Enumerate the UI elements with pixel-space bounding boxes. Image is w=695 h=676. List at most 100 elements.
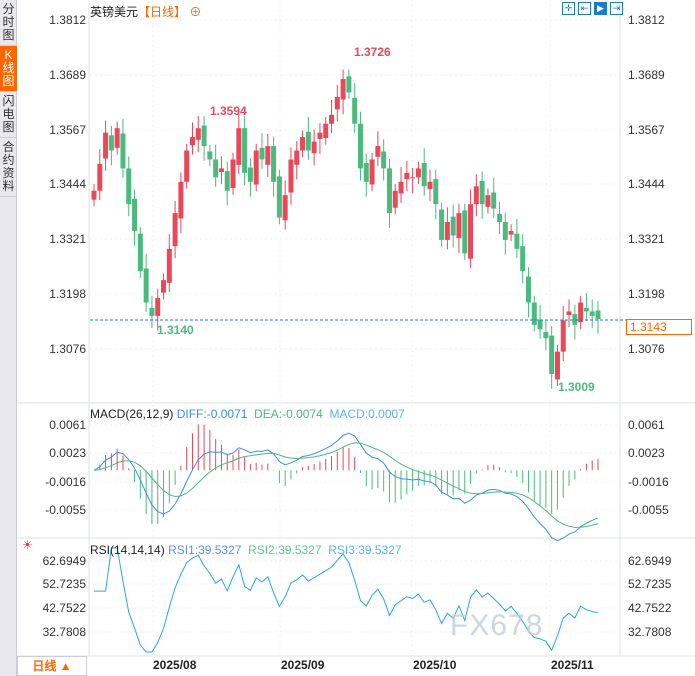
candle-body <box>213 159 219 178</box>
axis-tick-label: 32.7808 <box>42 625 86 639</box>
candle-body <box>288 159 294 193</box>
candle-body <box>560 320 566 352</box>
crosshair-icon[interactable]: ✛ <box>562 2 575 15</box>
chart-axis-icon[interactable]: ▶ <box>594 2 607 15</box>
axis-tick-label: 0.0061 <box>628 418 665 432</box>
axis-tick-label: 1.3689 <box>628 68 665 82</box>
candle-body <box>311 141 317 154</box>
macd-header: MACD(26,12,9) DIFF:-0.0071 DEA:-0.0074 M… <box>90 407 405 421</box>
candle-body <box>218 168 224 172</box>
axis-tick-label: 1.3567 <box>49 123 86 137</box>
period-selector[interactable]: 日线 ▲ <box>17 656 87 676</box>
candle-body <box>508 230 514 235</box>
sidebar-item-contract[interactable]: 合约资料 <box>0 138 17 197</box>
axis-tick-label: 0.0023 <box>628 446 665 460</box>
diff-line <box>93 432 599 542</box>
candle-body <box>317 132 323 139</box>
x-axis-label: 2025/08 <box>153 658 197 672</box>
candle-body <box>398 181 404 194</box>
scroll-right-icon[interactable]: ⇥ <box>610 2 623 15</box>
macd-diff: DIFF:-0.0071 <box>176 407 248 421</box>
candle-body <box>572 314 578 325</box>
candle-body <box>305 131 311 151</box>
axis-tick-label: 1.3198 <box>49 287 86 301</box>
sidebar-item-flash[interactable]: 闪电图 <box>0 92 17 138</box>
dea-line <box>93 442 599 528</box>
rsi-label: RSI(14,14,14) <box>90 543 165 557</box>
candle-body <box>583 307 589 312</box>
candle-body <box>184 150 190 182</box>
candle-body <box>352 97 358 124</box>
axis-tick-label: 0.0023 <box>49 446 86 460</box>
candle-body <box>363 163 369 182</box>
candle-body <box>537 319 543 330</box>
candle-body <box>323 123 329 139</box>
candle-body <box>531 302 537 325</box>
candle-body <box>103 132 109 159</box>
candle-body <box>525 276 531 303</box>
candle-body <box>329 114 335 124</box>
plus-circle-icon[interactable]: ⊕ <box>189 5 202 19</box>
candle-body <box>566 311 572 316</box>
fit-range-icon[interactable]: ⇤ <box>578 2 591 15</box>
candle-body <box>491 192 497 209</box>
axis-tick-label: 32.7808 <box>628 625 672 639</box>
candle-body <box>410 177 416 179</box>
axis-tick-label: -0.0055 <box>628 503 669 517</box>
candle-body <box>520 246 526 272</box>
candle-body <box>433 179 439 205</box>
candle-body <box>300 137 306 151</box>
axis-tick-label: 42.7522 <box>628 601 672 615</box>
chart-header: 英镑美元【日线】 ⊕ <box>90 3 201 20</box>
candle-body <box>334 96 340 110</box>
axis-tick-label: 1.3444 <box>49 177 86 191</box>
candle-body <box>294 150 300 165</box>
sidebar-item-timeshare[interactable]: 分时图 <box>0 0 17 46</box>
axis-tick-label: 1.3567 <box>628 123 665 137</box>
sidebar-item-kline[interactable]: K线图 <box>0 46 17 92</box>
candle-body <box>143 268 149 303</box>
candle-body <box>404 172 410 180</box>
candle-body <box>259 147 265 160</box>
rsi2-value: RSI2:39.5327 <box>248 543 322 557</box>
candle-body <box>497 213 503 223</box>
axis-tick-label: 0.0061 <box>49 418 86 432</box>
toolbar: ✛ ⇤ ▶ ⇥ <box>562 2 623 15</box>
candle-body <box>468 204 474 259</box>
candle-body <box>207 151 213 160</box>
candle-body <box>195 128 201 140</box>
sidebar: 分时图 K线图 闪电图 合约资料 <box>0 0 17 676</box>
low-annotation: 1.3009 <box>558 380 595 394</box>
candle-body <box>282 195 288 221</box>
candle-body <box>543 332 549 339</box>
candle-body <box>132 198 138 231</box>
candle-body <box>375 146 381 157</box>
candle-body <box>120 133 126 169</box>
axis-tick-label: -0.0016 <box>628 475 669 489</box>
candle-body <box>462 210 468 254</box>
high-annotation: 1.3726 <box>354 45 391 59</box>
x-axis-label: 2025/10 <box>413 658 457 672</box>
low-annotation: 1.3140 <box>157 323 194 337</box>
axis-tick-label: 62.6949 <box>42 554 86 568</box>
candle-body <box>242 128 248 173</box>
candle-body <box>108 135 114 151</box>
axis-tick-label: 1.3076 <box>49 342 86 356</box>
candle-body <box>172 213 178 247</box>
candle-body <box>166 248 172 283</box>
candle-body <box>126 168 132 205</box>
axis-tick-label: -0.0016 <box>45 475 86 489</box>
candle-body <box>485 195 491 207</box>
candle-body <box>247 167 253 182</box>
axis-tick-label: 1.3076 <box>628 342 665 356</box>
candle-body <box>340 79 346 100</box>
candle-body <box>450 216 456 236</box>
candle-body <box>473 186 479 205</box>
candle-body <box>589 311 595 316</box>
axis-tick-label: 62.6949 <box>628 554 672 568</box>
x-axis-label: 2025/09 <box>281 658 325 672</box>
settings-sun-icon[interactable]: ☀ <box>22 538 33 552</box>
candle-body <box>224 171 230 191</box>
candle-body <box>189 137 195 146</box>
